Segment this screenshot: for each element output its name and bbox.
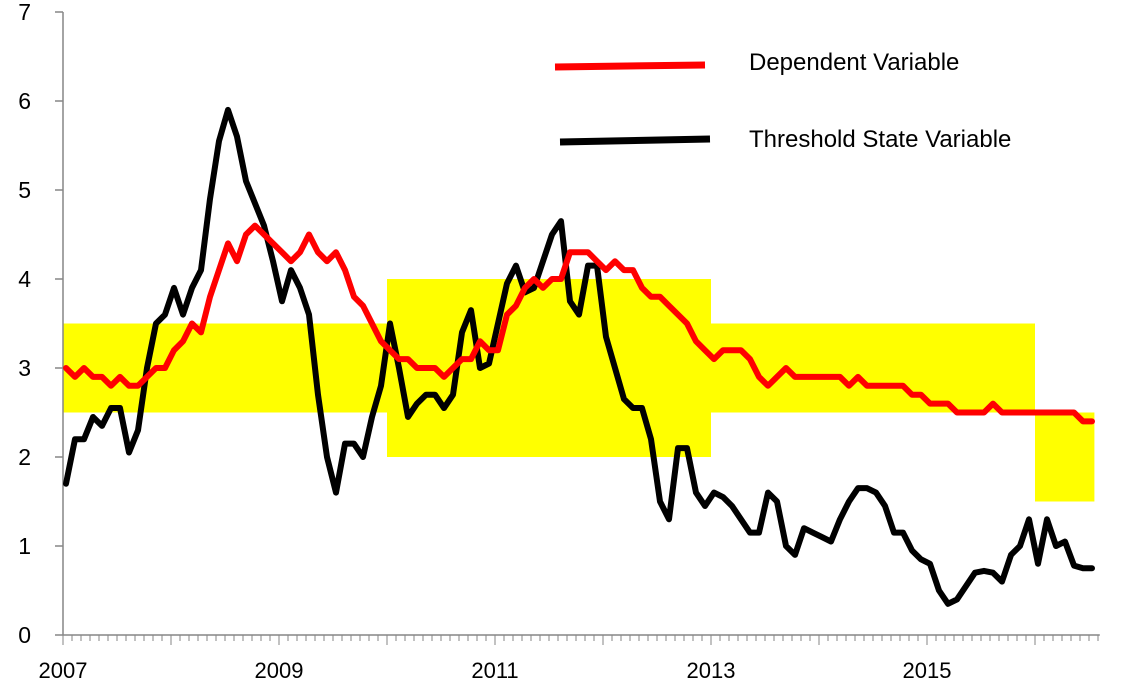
y-tick-label: 6 bbox=[18, 88, 31, 114]
y-tick-label: 5 bbox=[18, 177, 31, 203]
band-2 bbox=[711, 323, 1035, 413]
legend: Dependent Variable Threshold State Varia… bbox=[554, 49, 1011, 153]
legend-swatch-dependent-variable bbox=[554, 61, 706, 71]
x-tick-label: 2015 bbox=[903, 658, 952, 683]
axes: 0 1 2 3 4 5 6 7 2007 2009 2011 2013 2015 bbox=[18, 0, 1100, 683]
band-0 bbox=[63, 323, 387, 413]
x-tick-label: 2013 bbox=[687, 658, 736, 683]
series-lines bbox=[63, 106, 1095, 607]
y-tick-label: 3 bbox=[18, 355, 31, 381]
band-3 bbox=[1035, 412, 1095, 502]
series-line-dependent-variable bbox=[63, 222, 1095, 425]
y-tick-label: 0 bbox=[18, 622, 31, 648]
x-tick-label: 2007 bbox=[39, 658, 88, 683]
y-tick-label: 4 bbox=[18, 266, 31, 292]
y-tick-label: 7 bbox=[18, 0, 31, 25]
y-tick-label: 1 bbox=[18, 533, 31, 559]
x-tick-label: 2011 bbox=[471, 658, 518, 683]
x-tick-label: 2009 bbox=[255, 658, 304, 683]
legend-swatch-threshold-state-variable bbox=[559, 135, 711, 146]
series-line-threshold-state-variable bbox=[63, 106, 1095, 607]
threshold-bands bbox=[63, 279, 1095, 502]
band-1 bbox=[387, 279, 711, 457]
legend-label-threshold-state-variable: Threshold State Variable bbox=[749, 126, 1011, 153]
y-tick-label: 2 bbox=[18, 444, 31, 470]
legend-label-dependent-variable: Dependent Variable bbox=[749, 49, 959, 76]
